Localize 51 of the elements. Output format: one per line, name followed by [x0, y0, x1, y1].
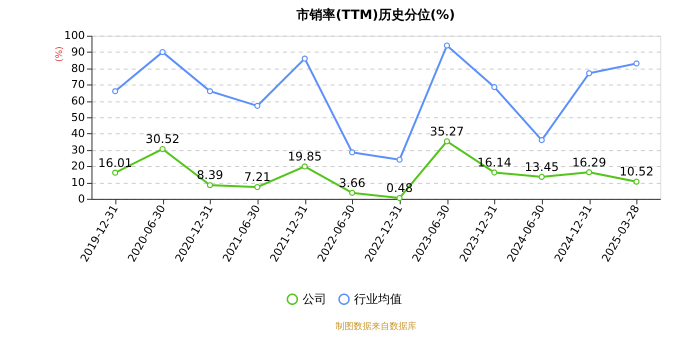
- point: [302, 163, 308, 170]
- point: [206, 182, 214, 188]
- data-label: 19.85: [288, 149, 322, 164]
- point: [491, 169, 498, 176]
- y-tick-label: 50: [71, 110, 86, 124]
- data-label: 8.39: [196, 168, 224, 182]
- point: [349, 149, 356, 156]
- data-label: 3.66: [338, 176, 366, 190]
- point: [444, 42, 450, 49]
- y-axis-title: (%): [55, 46, 66, 62]
- point: [349, 190, 356, 196]
- point: [491, 84, 498, 90]
- text: 制图数据来自数据库: [335, 321, 416, 332]
- y-tick-label: 10: [71, 176, 86, 189]
- point: [159, 48, 166, 56]
- data-label: 16.01: [98, 156, 132, 170]
- point: [396, 156, 403, 163]
- point: [254, 184, 260, 190]
- point: [396, 194, 403, 202]
- point: [633, 178, 640, 185]
- data-label: 35.27: [430, 124, 464, 138]
- point: [586, 169, 592, 176]
- point: [444, 138, 450, 144]
- y-tick-label: 100: [64, 29, 86, 42]
- point: [538, 137, 545, 144]
- data-label: 13.45: [524, 160, 559, 174]
- y-tick-label: 70: [71, 78, 86, 92]
- point: [586, 70, 592, 76]
- point: [112, 170, 118, 176]
- point: [633, 60, 640, 67]
- point: [159, 146, 166, 152]
- data-label: 30.52: [146, 132, 180, 146]
- point: [538, 174, 545, 180]
- data-label: 7.21: [244, 170, 271, 184]
- y-tick-label: 40: [71, 127, 86, 140]
- data-label: 16.29: [572, 155, 606, 170]
- data-label: 10.52: [619, 164, 654, 179]
- y-tick-label: 0: [78, 192, 86, 206]
- legend-label: 公司: [302, 292, 326, 306]
- point: [302, 56, 308, 62]
- y-tick-label: 80: [71, 62, 86, 75]
- y-tick-label: 90: [71, 46, 86, 59]
- y-tick-label: 20: [71, 160, 86, 173]
- point: [254, 102, 260, 109]
- y-tick-label: 30: [71, 143, 86, 156]
- data-label: 16.14: [477, 156, 512, 170]
- chart-title: 市销率(TTM)历史分位(%): [296, 6, 455, 23]
- point: [112, 88, 118, 94]
- legend-label: 行业均值: [354, 292, 402, 306]
- y-tick-label: 60: [71, 94, 86, 108]
- point: [206, 88, 214, 94]
